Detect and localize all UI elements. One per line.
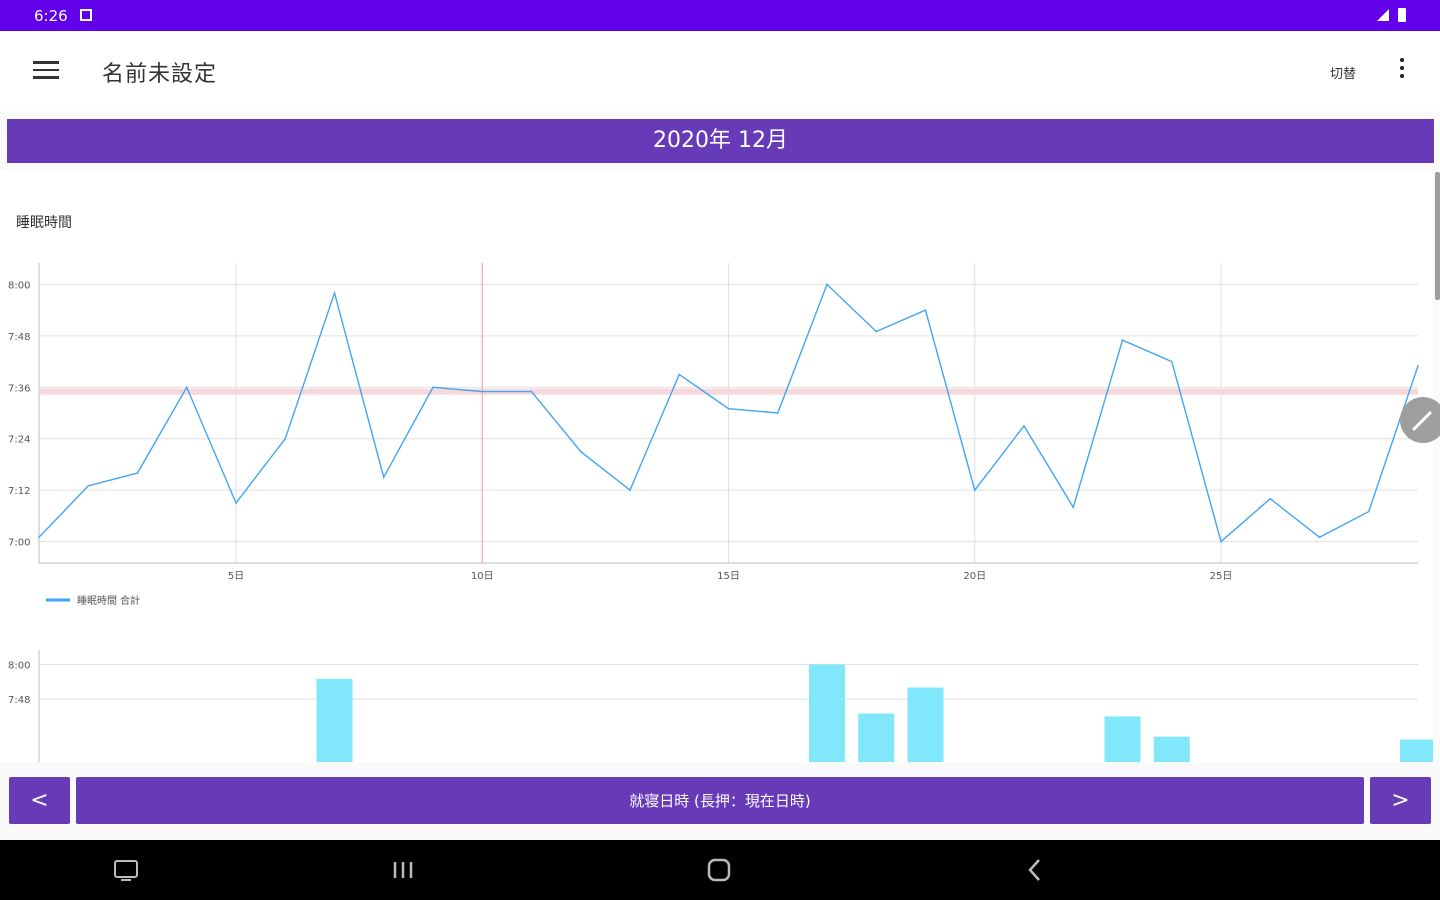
data-point [185,386,188,389]
x-tick-label: 25日 [1210,571,1233,582]
menu-icon[interactable] [33,61,59,81]
data-point [875,330,878,333]
y-tick-label: 7:12 [8,486,30,497]
bar [316,678,353,762]
notification-icon [80,9,92,21]
sleep-bar-chart: 7:48 8:00 [8,650,1433,762]
data-point [1170,360,1173,363]
bar-y-tick-label: 7:48 [8,695,30,706]
recent-apps-icon[interactable] [387,854,419,886]
data-point [826,283,828,286]
y-tick-label: 7:24 [8,435,30,446]
bar [809,664,845,762]
data-point [924,309,927,311]
chart-card: 睡眠時間 7:00 7:12 7:24 7:36 7:48 8:00 5日 10日 15日 20日… [0,170,1433,762]
data-point [1269,497,1272,500]
next-month-button[interactable]: > [1370,777,1431,824]
x-tick-label: 15日 [717,571,740,582]
sleep-line-chart: 7:00 7:12 7:24 7:36 7:48 8:00 5日 10日 15日 20日 25日睡眠… [8,263,1419,607]
y-tick-label: 7:36 [8,383,30,394]
system-nav-bar [0,840,1440,900]
data-point [333,292,336,294]
y-tick-label: 8:00 [8,280,30,291]
bedtime-button[interactable]: 就寝日時 (長押：現在日時) [76,777,1364,824]
data-point [579,450,582,453]
data-point [38,536,40,539]
legend-label: 睡眠時間 合計 [77,594,140,607]
screenshot-icon[interactable] [110,854,142,886]
battery-icon [1398,8,1406,22]
data-point [87,485,90,487]
switch-button[interactable]: 切替 [1330,67,1357,82]
status-bar: 6:26 [0,0,1440,31]
data-point [432,386,434,389]
back-icon[interactable] [1019,854,1051,886]
bar [907,687,944,762]
data-point [382,476,385,479]
more-options-icon[interactable] [1398,58,1406,86]
bottom-bar: < 就寝日時 (長押：現在日時) > [0,770,1440,830]
data-point [284,437,287,440]
y-tick-label: 7:48 [8,332,30,343]
bar [858,713,895,762]
pencil-icon [1412,411,1432,431]
x-tick-label: 10日 [471,571,494,582]
data-point [1072,506,1075,509]
data-point [136,472,139,474]
data-point [1417,365,1419,367]
data-point [235,502,237,504]
data-point [973,489,976,491]
x-tick-label: 20日 [963,571,986,582]
previous-month-button[interactable]: < [9,777,70,824]
month-header: 2020年 12月 [7,119,1434,163]
bar-y-tick-label: 8:00 [8,660,30,671]
data-point [678,373,681,376]
home-icon[interactable] [703,854,735,886]
app-bar: 名前未設定 切替 [0,31,1440,111]
chart-title: 睡眠時間 [16,215,72,231]
scrollbar[interactable] [1435,172,1440,300]
x-tick-label: 5日 [228,571,244,582]
data-point [776,412,779,414]
data-point [629,489,631,491]
data-point [1367,510,1370,513]
data-point [1318,536,1321,539]
data-point [530,390,533,393]
data-point [1220,540,1222,543]
signal-icon [1377,9,1389,21]
bar [1104,716,1141,762]
status-icons [1376,8,1406,22]
data-point [481,390,484,393]
edit-button[interactable] [1400,397,1440,443]
data-point [727,407,730,410]
app-title: 名前未設定 [102,62,218,87]
bar [1153,736,1190,762]
data-point [1023,425,1025,427]
y-tick-label: 7:00 [8,538,30,549]
bar [1400,739,1433,762]
status-time: 6:26 [34,7,68,25]
data-point [1121,339,1124,341]
